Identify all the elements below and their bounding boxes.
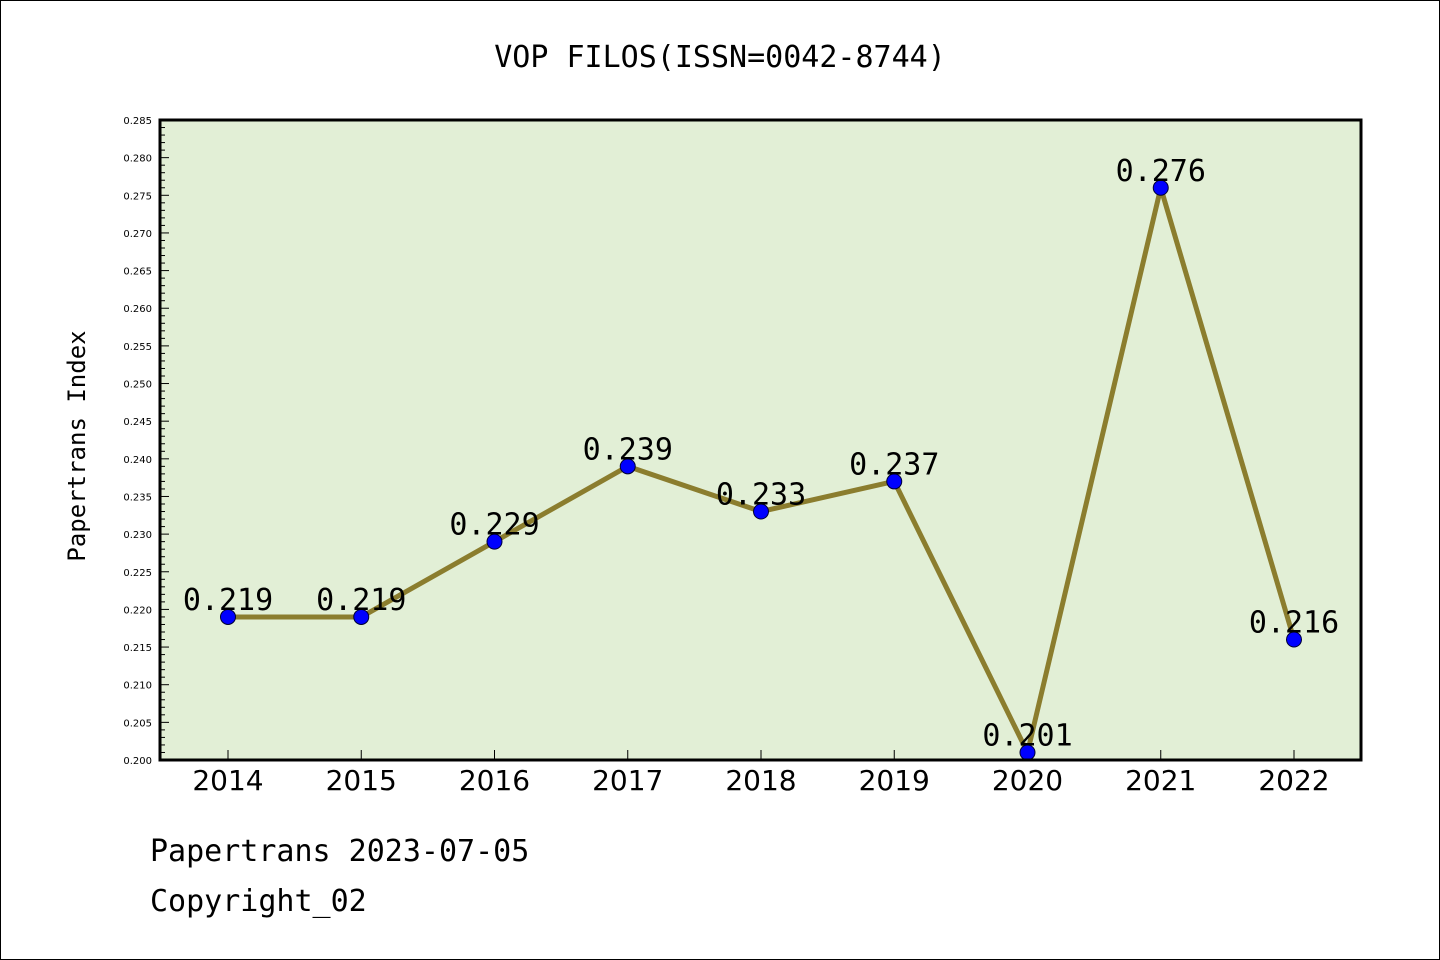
footer-date: Papertrans 2023-07-05	[150, 834, 530, 869]
x-tick-label: 2016	[459, 764, 530, 797]
x-tick-label: 2019	[859, 764, 930, 797]
data-point	[353, 608, 370, 625]
data-label: 0.276	[1116, 154, 1206, 189]
x-tick-label: 2014	[192, 764, 263, 797]
x-tick-label: 2017	[592, 764, 663, 797]
y-tick-label: 0.225	[123, 568, 152, 579]
chart-title: VOP FILOS(ISSN=0042-8744)	[494, 40, 946, 75]
data-label: 0.229	[449, 508, 539, 543]
data-label: 0.239	[583, 432, 673, 467]
y-tick-label: 0.280	[123, 154, 152, 165]
y-tick-label: 0.220	[123, 605, 152, 616]
data-point	[753, 503, 769, 520]
data-point	[220, 608, 236, 625]
y-tick-label: 0.210	[123, 681, 152, 692]
data-label: 0.219	[316, 583, 406, 618]
plot-border	[158, 118, 1363, 762]
y-tick-label: 0.235	[123, 492, 152, 503]
y-tick-label: 0.215	[123, 643, 152, 654]
data-label: 0.219	[183, 583, 273, 618]
y-tick-label: 0.275	[123, 191, 152, 202]
data-point	[1286, 631, 1302, 648]
y-tick-label: 0.230	[123, 530, 152, 541]
x-tick-label: 2022	[1258, 764, 1329, 797]
y-tick-label: 0.270	[123, 229, 152, 240]
y-tick-label: 0.205	[123, 718, 152, 729]
data-point	[886, 473, 903, 490]
data-point	[486, 533, 503, 550]
y-tick-label: 0.285	[123, 116, 152, 127]
y-tick-label: 0.255	[123, 342, 152, 353]
y-tick-label: 0.200	[123, 756, 152, 767]
footer-copyright: Copyright_02	[150, 884, 367, 919]
x-tick-label: 2020	[992, 764, 1063, 797]
y-tick-label: 0.240	[123, 455, 152, 466]
plot-area	[160, 120, 1361, 760]
data-point	[1152, 179, 1169, 196]
data-label: 0.201	[982, 718, 1072, 753]
x-tick-label: 2018	[725, 764, 796, 797]
data-point	[619, 458, 636, 475]
data-label: 0.233	[716, 478, 806, 513]
series-markers	[220, 179, 1302, 761]
y-tick-label: 0.250	[123, 380, 152, 391]
data-label: 0.237	[849, 447, 939, 482]
axis-ticks: 0.200 0.205 0.210 0.215 0.220 0.225 0.230 0.235…	[123, 116, 1329, 797]
y-tick-label: 0.265	[123, 267, 152, 278]
y-tick-label: 0.260	[123, 304, 152, 315]
x-tick-label: 2021	[1125, 764, 1196, 797]
y-tick-label: 0.245	[123, 417, 152, 428]
y-axis-label: Papertrans Index	[63, 330, 91, 561]
x-tick-label: 2015	[326, 764, 397, 797]
data-label: 0.216	[1249, 606, 1339, 641]
data-labels: 0.219 0.219 0.229 0.239 0.233 0.237 0.201 0.276…	[183, 154, 1339, 754]
